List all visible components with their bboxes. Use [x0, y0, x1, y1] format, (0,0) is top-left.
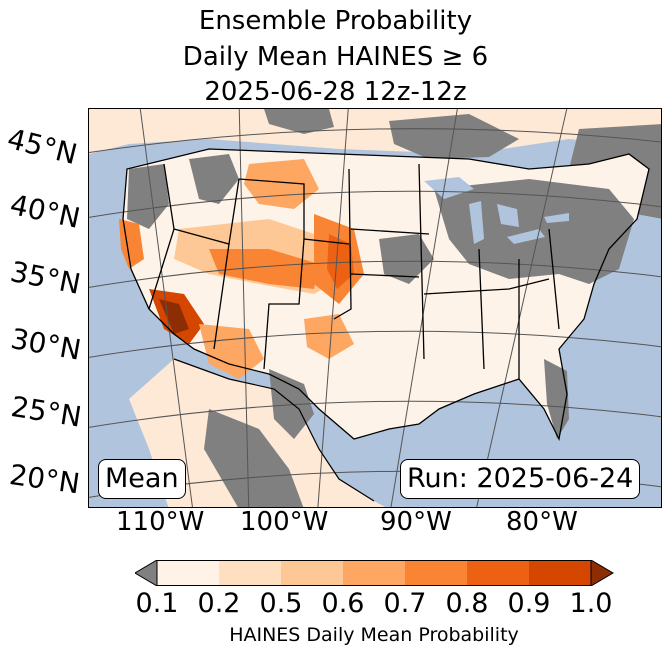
lake-erie: [507, 229, 545, 244]
gray-idaho: [189, 154, 239, 204]
lat-label-20: 20°N: [7, 458, 82, 501]
colorbar-tick-0.8: 0.8: [445, 588, 489, 619]
colorbar-under-arrow: [135, 560, 158, 586]
colorbar-segment-3: [281, 560, 343, 586]
title-line-2: Daily Mean HAINES ≥ 6: [182, 42, 489, 72]
colorbar-tick-0.6: 0.6: [321, 588, 365, 619]
colorbar-label: HAINES Daily Mean Probability: [229, 624, 519, 646]
colorbar-tick-0.2: 0.2: [197, 588, 241, 619]
gray-south-texas: [269, 369, 314, 439]
canada-land: [89, 109, 661, 154]
colorbar-segment-2: [219, 560, 281, 586]
lake-michigan: [469, 201, 484, 244]
map-canvas: [89, 109, 661, 507]
lat-label-40: 40°N: [7, 188, 84, 235]
lon-label-100: 100°W: [240, 507, 329, 537]
colorbar-over-arrow: [590, 560, 614, 586]
coastline: [173, 358, 375, 502]
colorbar-tick-0.5: 0.5: [259, 588, 303, 619]
colorbar-segment-7: [529, 560, 591, 586]
gray-missouri: [379, 234, 434, 284]
lat-label-35: 35°N: [7, 255, 84, 301]
colorbar-tick-1.0: 1.0: [569, 588, 613, 619]
colorbar-tick-0.7: 0.7: [383, 588, 427, 619]
mean-label: Mean: [98, 459, 186, 499]
lake-ontario: [544, 213, 569, 223]
lake-huron: [497, 204, 519, 227]
colorbar-tick-0.1: 0.1: [135, 588, 179, 619]
gray-pnw: [127, 164, 169, 229]
state-borders: [122, 148, 650, 442]
title-line-3: 2025-06-28 12z-12z: [204, 77, 467, 107]
prob-utah-colorado: [209, 249, 319, 289]
run-date-label: Run: 2025-06-24: [400, 459, 641, 499]
lon-label-80: 80°W: [506, 507, 578, 537]
colorbar-segment-6: [467, 560, 529, 586]
title-line-1: Ensemble Probability: [198, 6, 473, 36]
colorbar-segment-1: [157, 560, 219, 586]
colorbar-outline: [156, 560, 592, 586]
colorbar-segment-4: [343, 560, 405, 586]
prob-core-plains: [327, 234, 354, 289]
lat-label-25: 25°N: [8, 390, 84, 434]
canada-gray: [264, 109, 334, 134]
lake-superior: [424, 177, 474, 199]
colorbar-segment-5: [405, 560, 467, 586]
colorbar: [135, 560, 614, 586]
canada-gray-2: [389, 114, 519, 159]
lat-label-45: 45°N: [4, 122, 81, 172]
probability-map: [88, 108, 662, 508]
lon-label-110: 110°W: [116, 507, 205, 537]
lat-label-30: 30°N: [8, 322, 84, 367]
mexico-gray: [204, 409, 304, 507]
prob-texas: [304, 314, 354, 359]
colorbar-tick-0.9: 0.9: [507, 588, 551, 619]
lon-label-90: 90°W: [380, 507, 452, 537]
